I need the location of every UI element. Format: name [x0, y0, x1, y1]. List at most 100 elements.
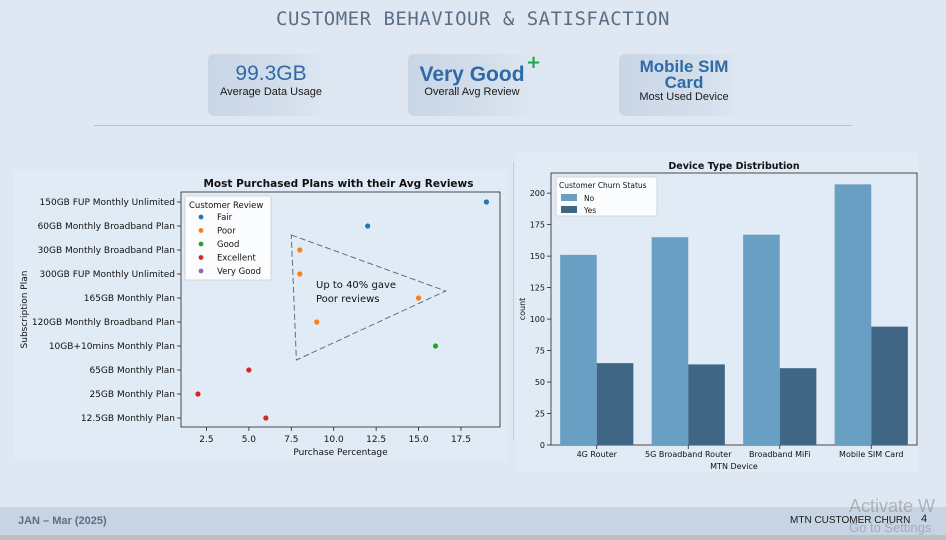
- y-tick-label: 175: [530, 221, 545, 230]
- kpi-value: 99.3GB: [235, 62, 307, 85]
- legend-label: Good: [217, 240, 239, 250]
- bar-yes: [779, 368, 817, 445]
- legend-marker: [198, 228, 204, 233]
- kpi-value: Very Good: [419, 63, 525, 86]
- bar-no: [651, 237, 689, 445]
- scatter-chart: Most Purchased Plans with their Avg Revi…: [20, 178, 501, 458]
- annotation-triangle: [290, 234, 448, 361]
- kpi-card-data-usage: 99.3GB Average Data Usage: [208, 54, 334, 116]
- x-tick-label: 7.5: [284, 435, 298, 445]
- scatter-point: [297, 271, 303, 277]
- footer-report-name: MTN CUSTOMER CHURN: [790, 515, 911, 526]
- scatter-point: [483, 199, 490, 205]
- legend-marker: [198, 214, 204, 220]
- x-tick-label: 2.5: [199, 435, 213, 445]
- legend-box: [184, 195, 272, 281]
- y-tick-label: 50: [535, 378, 545, 387]
- legend-label: Poor: [217, 227, 236, 237]
- bar-panel: Device Type Distribution 0 25 50 75 100 125 150…: [516, 153, 918, 472]
- legend-label: No: [584, 194, 595, 203]
- legend-title: Customer Churn Status: [559, 181, 647, 190]
- bar-no: [743, 234, 780, 445]
- y-tick-label: 65GB Monthly Plan: [89, 366, 175, 376]
- x-tick-label: 12.5: [366, 435, 386, 445]
- y-tick-label: 150: [530, 252, 545, 261]
- chart-title: Most Purchased Plans with their Avg Revi…: [203, 178, 473, 190]
- bar-chart: Device Type Distribution 0 25 50 75 100 125 150…: [518, 161, 918, 471]
- y-tick-label: 12.5GB Monthly Plan: [81, 414, 175, 424]
- y-tick-label: 125: [530, 284, 545, 293]
- annotation-text-line1: Up to 40% gave: [316, 280, 396, 291]
- kpi-label: Overall Avg Review: [424, 86, 520, 98]
- chart-title: Device Type Distribution: [668, 161, 799, 172]
- vertical-divider: [513, 162, 514, 440]
- y-tick-label: 165GB Monthly Plan: [84, 294, 175, 304]
- x-tick-label: 4G Router: [577, 450, 618, 459]
- legend-swatch: [561, 194, 577, 201]
- y-tick-label: 25GB Monthly Plan: [89, 390, 175, 400]
- legend-swatch: [561, 206, 577, 213]
- scatter-point: [432, 343, 439, 349]
- y-tick-label: 200: [530, 189, 545, 198]
- kpi-value: Mobile SIM Card: [619, 57, 749, 92]
- legend-marker: [198, 241, 204, 247]
- y-tick-label: 300GB FUP Monthly Unlimited: [40, 270, 175, 280]
- footer: JAN – Mar (2025) MTN CUSTOMER CHURN 4: [0, 507, 946, 535]
- scatter-point: [415, 295, 422, 301]
- legend-marker: [198, 268, 204, 274]
- bar-yes: [871, 326, 908, 445]
- legend-label: Yes: [583, 206, 596, 215]
- bottom-bar: [0, 535, 946, 540]
- activation-watermark: Activate W: [849, 496, 936, 516]
- kpi-value-line2: Card: [664, 73, 704, 92]
- scatter-point: [246, 367, 252, 373]
- legend-label: Excellent: [217, 254, 256, 264]
- y-axis-label: Subscription Plan: [20, 271, 30, 349]
- x-tick-label: 15.0: [409, 435, 429, 445]
- bar-no: [560, 254, 597, 445]
- legend-title: Customer Review: [189, 201, 263, 211]
- y-tick-label: 100: [530, 315, 545, 324]
- x-tick-label: 5G Broadband Router: [645, 450, 732, 459]
- x-tick-label: Mobile SIM Card: [839, 450, 903, 459]
- legend-box: [555, 176, 658, 217]
- x-tick-label: 5.0: [242, 435, 257, 445]
- y-tick-label: 30GB Monthly Broadband Plan: [38, 246, 175, 256]
- kpi-label: Average Data Usage: [220, 86, 322, 98]
- kpi-value-line1: Mobile SIM: [639, 57, 729, 76]
- scatter-panel: Most Purchased Plans with their Avg Revi…: [14, 170, 508, 460]
- footer-period: JAN – Mar (2025): [18, 515, 107, 527]
- activation-watermark-sub[interactable]: Go to Settings: [849, 520, 932, 535]
- x-axis-label: Purchase Percentage: [293, 448, 388, 458]
- annotation-text-line2: Poor reviews: [316, 294, 379, 305]
- page-title: CUSTOMER BEHAVIOUR & SATISFACTION: [276, 8, 670, 30]
- scatter-point: [314, 319, 320, 325]
- scatter-point: [297, 247, 303, 253]
- legend-label: Fair: [217, 213, 233, 223]
- scatter-point: [365, 223, 371, 229]
- bar-no: [834, 184, 872, 446]
- scatter-point: [195, 391, 201, 397]
- y-axis-label: count: [518, 298, 527, 321]
- divider: [94, 125, 852, 126]
- x-tick-label: Broadband MiFi: [749, 450, 811, 459]
- legend-label: Very Good: [217, 267, 261, 277]
- page-number: 4: [921, 513, 928, 525]
- kpi-card-device: Mobile SIM Card Most Used Device: [619, 54, 749, 116]
- y-tick-label: 0: [540, 441, 545, 450]
- legend-marker: [198, 255, 204, 260]
- kpi-card-avg-review: Very Good Overall Avg Review +: [408, 54, 541, 116]
- x-tick-label: 10.0: [324, 435, 344, 445]
- bar-yes: [596, 363, 634, 445]
- plus-icon: +: [526, 52, 542, 73]
- kpi-label: Most Used Device: [639, 91, 729, 103]
- y-tick-label: 150GB FUP Monthly Unlimited: [40, 198, 175, 208]
- scatter-point: [263, 415, 269, 421]
- y-tick-label: 25: [535, 410, 545, 419]
- x-tick-label: 17.5: [451, 435, 471, 445]
- y-tick-label: 120GB Monthly Broadband Plan: [32, 318, 175, 328]
- bar-yes: [688, 364, 725, 445]
- y-tick-label: 10GB+10mins Monthly Plan: [49, 342, 175, 352]
- x-axis-label: MTN Device: [710, 462, 758, 471]
- y-tick-label: 75: [535, 347, 545, 356]
